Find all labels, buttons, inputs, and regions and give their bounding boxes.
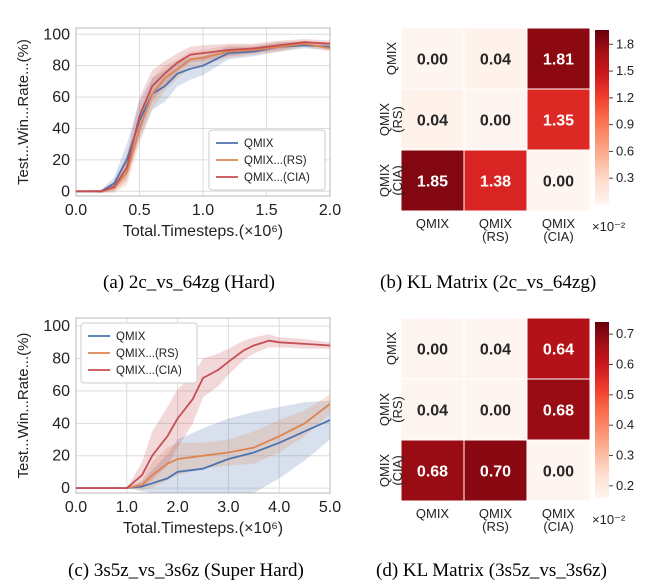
colorbar-tick-label: 0.3 (616, 448, 634, 463)
colorbar-tick-label: 0.7 (616, 326, 634, 341)
colorbar (595, 30, 609, 205)
row-label: QMIX(CIA) (377, 454, 405, 488)
row-label: QMIX(CIA) (377, 164, 405, 198)
y-tick-label: 80 (52, 351, 70, 368)
legend-label-2: QMIX...(CIA) (244, 172, 310, 184)
cell-value-label: 0.00 (417, 342, 448, 359)
legend-label-0: QMIX (116, 331, 146, 343)
x-tick-label: 2.0 (166, 499, 188, 516)
line-chart-0: 0.0 0.5 1.0 1.5 2.0 0 20 40 60 80 100 Total.Timeste… (15, 26, 341, 240)
y-tick-label: 60 (52, 89, 70, 106)
x-tick-label: 0.0 (65, 499, 87, 516)
colorbar-scale-label: ×10⁻² (592, 512, 626, 527)
cell-value-label: 0.04 (417, 403, 448, 420)
legend-label-2: QMIX...(CIA) (116, 365, 182, 377)
caption-c: (c) 3s5z_vs_3s6z (Super Hard) (68, 560, 304, 582)
column-label: QMIX (CIA) (542, 216, 576, 244)
row-label: QMIX(RS) (377, 393, 405, 427)
colorbar-tick-label: 0.6 (616, 143, 634, 158)
colorbar-tick-label: 0.5 (616, 387, 634, 402)
colorbar-tick-label: 0.2 (616, 478, 634, 493)
y-tick-label: 0 (61, 183, 70, 200)
cell-value-label: 0.04 (417, 113, 448, 130)
colorbar-tick-label: 0.4 (616, 417, 634, 432)
cell-value-label: 1.85 (417, 174, 448, 191)
x-axis-label: Total.Timesteps.(×10⁶) (123, 223, 283, 240)
cell-value-label: 0.00 (417, 52, 448, 69)
x-tick-label: 5.0 (319, 499, 341, 516)
y-tick-label: 40 (52, 120, 70, 137)
caption-b: (b) KL Matrix (2c_vs_64zg) (380, 272, 596, 294)
heatmap-3: 0.00 0.04 0.64 0.04 0.00 0.68 0.68 0.70 0.00 QMIX… (377, 318, 634, 534)
column-label: QMIX (RS) (479, 216, 513, 244)
column-label: QMIX (RS) (479, 506, 513, 534)
cell-value-label: 0.00 (543, 174, 574, 191)
cell-value-label: 1.38 (480, 174, 511, 191)
cell-value-label: 1.81 (543, 52, 574, 69)
caption-a: (a) 2c_vs_64zg (Hard) (103, 272, 275, 294)
y-tick-label: 0 (61, 480, 70, 497)
cell-value-label: 0.04 (480, 342, 511, 359)
colorbar-tick-label: 1.8 (616, 36, 634, 51)
row-label: QMIX (384, 332, 399, 366)
y-tick-label: 100 (43, 26, 70, 43)
colorbar-tick-label: 1.5 (616, 63, 634, 78)
line-chart-2: 0.0 1.0 2.0 3.0 4.0 5.0 0 20 40 60 80 100 Total.Time… (15, 318, 341, 537)
colorbar (595, 322, 609, 498)
x-tick-label: 0.0 (65, 202, 87, 219)
x-tick-label: 3.0 (217, 499, 239, 516)
colorbar-tick-label: 0.3 (616, 170, 634, 185)
cell-value-label: 0.00 (480, 403, 511, 420)
cell-value-label: 0.00 (480, 113, 511, 130)
column-label: QMIX (416, 506, 450, 521)
cell-value-label: 0.00 (543, 464, 574, 481)
legend-label-0: QMIX (244, 138, 274, 150)
y-tick-label: 20 (52, 448, 70, 465)
x-tick-label: 1.0 (116, 499, 138, 516)
y-tick-label: 100 (43, 318, 70, 335)
x-tick-label: 2.0 (319, 202, 341, 219)
colorbar-tick-label: 0.6 (616, 356, 634, 371)
x-axis-label: Total.Timesteps.(×10⁶) (123, 520, 283, 537)
cell-value-label: 0.68 (543, 403, 574, 420)
colorbar-scale-label: ×10⁻² (592, 219, 626, 234)
y-tick-label: 60 (52, 383, 70, 400)
y-axis-label: Test...Win...Rate...(%) (15, 333, 32, 479)
y-tick-label: 80 (52, 58, 70, 75)
x-tick-label: 1.5 (255, 202, 277, 219)
x-tick-label: 4.0 (268, 499, 290, 516)
y-tick-label: 20 (52, 152, 70, 169)
row-label: QMIX (384, 42, 399, 76)
column-label: QMIX (CIA) (542, 506, 576, 534)
legend-label-1: QMIX...(RS) (116, 348, 179, 360)
column-label: QMIX (416, 216, 450, 231)
x-tick-label: 0.5 (128, 202, 150, 219)
colorbar-tick-label: 1.2 (616, 90, 634, 105)
cell-value-label: 0.04 (480, 52, 511, 69)
cell-value-label: 0.70 (480, 464, 511, 481)
cell-value-label: 1.35 (543, 113, 574, 130)
y-tick-label: 40 (52, 415, 70, 432)
caption-d: (d) KL Matrix (3s5z_vs_3s6z) (376, 560, 607, 582)
row-label: QMIX(RS) (377, 103, 405, 137)
cell-value-label: 0.68 (417, 464, 448, 481)
heatmap-1: 0.00 0.04 1.81 0.04 0.00 1.35 1.85 1.38 0.00 QMIX… (377, 28, 634, 244)
legend-label-1: QMIX...(RS) (244, 155, 307, 167)
x-tick-label: 1.0 (192, 202, 214, 219)
cell-value-label: 0.64 (543, 342, 574, 359)
y-axis-label: Test...Win...Rate...(%) (15, 39, 32, 185)
colorbar-tick-label: 0.9 (616, 117, 634, 132)
